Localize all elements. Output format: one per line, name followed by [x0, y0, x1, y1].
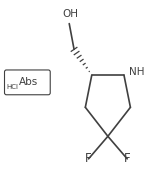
- Text: Abs: Abs: [19, 77, 38, 87]
- Text: HCl: HCl: [6, 84, 19, 90]
- Text: NH: NH: [129, 67, 144, 77]
- FancyBboxPatch shape: [5, 70, 50, 95]
- Text: F: F: [85, 152, 92, 165]
- Text: F: F: [124, 152, 131, 165]
- Text: OH: OH: [63, 9, 79, 19]
